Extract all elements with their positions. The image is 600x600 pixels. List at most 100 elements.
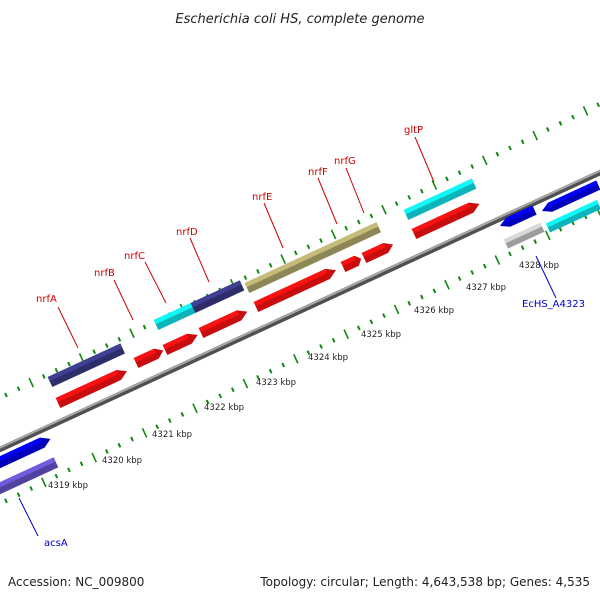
outer-tick [470,164,475,169]
outer-tick [596,102,600,108]
inner-tick [444,279,450,290]
feature-cyan-right-inner [545,200,600,233]
outer-tick [356,219,361,225]
gene-label-leader [57,306,79,349]
scale-label: 4323 kbp [256,378,296,388]
inner-tick [520,245,525,251]
outer-tick [545,127,550,132]
feature-gltP [403,178,477,220]
inner-tick [281,362,286,368]
inner-tick [494,255,501,265]
inner-tick [508,251,512,257]
inner-tick [369,319,374,325]
outer-tick [407,194,412,200]
feature-gltP-inner [411,202,480,239]
inner-tick [54,473,59,479]
genome-backbone [0,169,600,453]
inner-tick [382,313,386,319]
inner-tick [457,276,462,281]
outer-tick [319,238,323,244]
accession-text: Accession: NC_009800 [8,575,144,589]
inner-tick [4,498,8,504]
feature-blue-right-upper [500,205,537,227]
inner-tick [141,428,148,438]
gene-label-nrfC: nrfC [124,251,145,262]
feature-nrfC [190,280,245,313]
feature-nrfA [47,343,125,387]
inner-tick [218,393,223,399]
inner-tick [533,239,538,244]
outer-tick [445,176,449,182]
gene-label-leader [263,202,284,249]
inner-tick [180,411,185,417]
inner-tick [256,374,260,380]
inner-tick [167,418,172,423]
inner-tick [79,461,84,467]
gene-label-acsA: acsA [44,538,68,549]
outer-tick [92,349,97,355]
gene-label-leader [189,237,210,283]
gene-label-leader [18,497,39,537]
outer-tick [532,130,539,141]
inner-tick [470,269,475,275]
outer-tick [67,361,71,367]
inner-tick [230,387,235,393]
outer-tick [54,367,59,373]
scale-label: 4325 kbp [361,330,401,340]
gene-labels: acsA nrfA nrfB nrfC nrfD nrfE nrfF nrfG gltP EcHS… [18,125,585,549]
outer-tick [117,336,122,342]
outer-tick [571,114,575,120]
gene-label-nrfF: nrfF [308,167,328,178]
inner-tick [292,353,299,364]
feature-EcHS_A4323 [503,222,545,249]
gene-label-leader [113,279,134,321]
outer-tick [142,324,147,330]
feature-blue-right-top [542,180,600,212]
inner-tick [242,378,249,389]
scale-label: 4324 kbp [308,353,348,363]
gene-label-leader [144,261,167,304]
gene-label-nrfE: nrfE [252,192,272,203]
gene-label-leader [345,167,365,214]
inner-tick [67,467,71,473]
gene-label-nrfA: nrfA [36,294,57,305]
inner-tick [331,337,336,343]
inner-tick [544,230,551,241]
scale-label: 4322 kbp [204,403,244,413]
inner-tick [343,329,350,340]
scale-label: 4320 kbp [102,456,142,466]
inner-tick-ring [4,205,600,504]
inner-tick [29,486,34,491]
inner-tick [356,325,361,331]
scale-label: 4321 kbp [152,430,192,440]
inner-tick [192,403,198,414]
inner-tick [306,350,311,356]
outer-tick [129,328,135,339]
inner-tick [205,399,210,405]
outer-tick [495,151,500,157]
topology-text: Topology: circular; Length: 4,643,538 bp… [259,575,590,589]
outer-tick [520,139,525,145]
gene-features [0,178,600,495]
outer-tick-ring [4,102,600,398]
gene-label-nrfG: nrfG [334,156,356,167]
outer-tick [280,254,287,264]
inner-tick [319,344,323,349]
feature-acsA [0,457,59,495]
outer-tick [457,170,462,176]
inner-tick [393,304,400,315]
feature-nrfB [153,302,196,330]
outer-tick [256,269,260,274]
inner-tick [482,263,487,269]
outer-tick [293,250,298,256]
inner-tick [104,449,109,454]
outer-tick [28,377,35,388]
gene-label-gltP: gltP [404,125,423,136]
scale-label: 4326 kbp [414,306,454,316]
feature-nrfG-inner [361,242,394,263]
outer-tick [4,392,8,398]
outer-tick [558,120,563,126]
gene-label-leader [535,255,557,299]
